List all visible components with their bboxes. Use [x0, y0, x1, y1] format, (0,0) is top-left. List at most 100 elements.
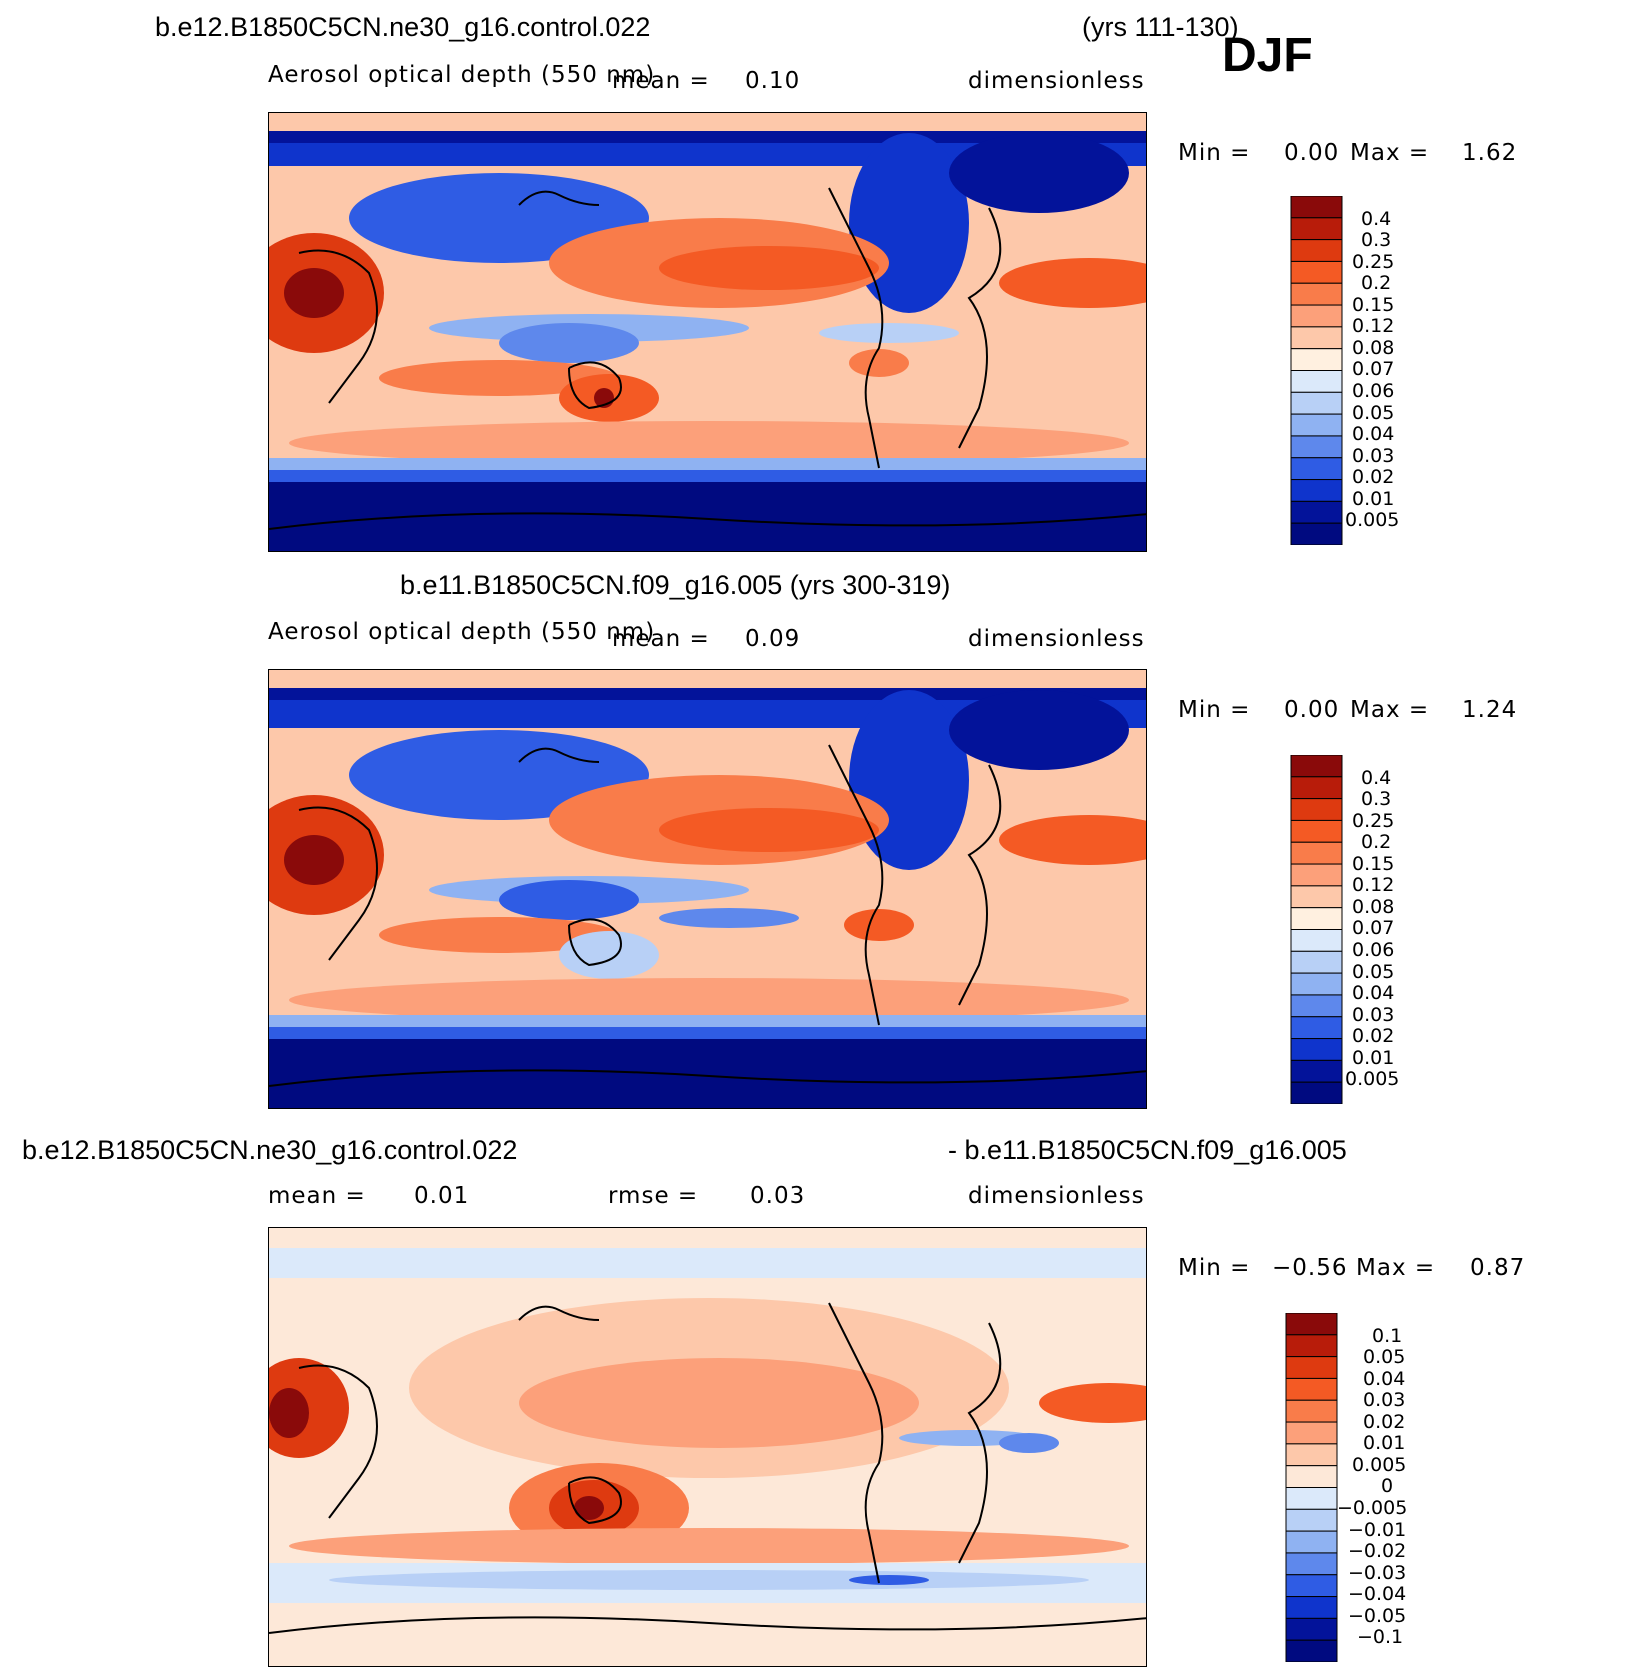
panel3-tick: 0.1: [1372, 1325, 1403, 1347]
colorbar-segment: [1290, 326, 1343, 350]
colorbar-segment: [1290, 1038, 1343, 1061]
colorbar-segment: [1290, 435, 1343, 459]
panel2-tick: 0.03: [1352, 1004, 1395, 1026]
panel3-rmse-value: 0.03: [750, 1183, 806, 1209]
panel1-min-label: Min =: [1178, 140, 1251, 166]
panel2-tick: 0.15: [1352, 853, 1395, 875]
colorbar-segment: [1285, 1596, 1338, 1619]
colorbar-segment: [1290, 1059, 1343, 1083]
panel2-max-label: Max =: [1350, 697, 1430, 723]
colorbar-segment: [1290, 479, 1343, 502]
panel3-tick: −0.01: [1348, 1519, 1407, 1541]
panel1-tick: 0.005: [1345, 509, 1400, 531]
panel1-max-value: 1.62: [1462, 140, 1518, 166]
panel2-tick: 0.3: [1361, 788, 1392, 810]
panel2-colorbar: [1290, 754, 1343, 1109]
panel3-title-right: - b.e11.B1850C5CN.f09_g16.005: [948, 1135, 1347, 1165]
panel1-tick: 0.2: [1361, 272, 1392, 294]
panel3-tick: −0.005: [1337, 1497, 1408, 1519]
panel3-tick: 0: [1381, 1475, 1394, 1497]
colorbar-segment: [1290, 348, 1343, 371]
colorbar-segment: [1290, 819, 1343, 843]
colorbar-segment: [1290, 929, 1343, 952]
panel3-colorbar-svg: [1285, 1312, 1338, 1663]
colorbar-segment: [1285, 1377, 1338, 1401]
panel2-tick: 0.02: [1352, 1025, 1395, 1047]
panel2-min-label: Min =: [1178, 697, 1251, 723]
panel1-tick: 0.06: [1352, 380, 1395, 402]
colorbar-segment: [1290, 195, 1343, 219]
colorbar-segment: [1285, 1421, 1338, 1445]
panel2-tick: 0.005: [1345, 1068, 1400, 1090]
colorbar-segment: [1285, 1574, 1338, 1598]
panel2-tick: 0.12: [1352, 874, 1395, 896]
colorbar-segment: [1290, 413, 1343, 437]
colorbar-segment: [1290, 1016, 1343, 1040]
panel1-title-left: b.e12.B1850C5CN.ne30_g16.control.022: [155, 12, 651, 42]
panel2-tick: 0.2: [1361, 831, 1392, 853]
panel1-tick: 0.01: [1352, 488, 1395, 510]
colorbar-segment: [1290, 217, 1343, 241]
panel1-max-label: Max =: [1350, 140, 1430, 166]
panel3-tick: −0.03: [1348, 1562, 1407, 1584]
colorbar-segment: [1290, 863, 1343, 887]
colorbar-segment: [1285, 1356, 1338, 1379]
panel1-tick: 0.08: [1352, 337, 1395, 359]
panel3-tick: −0.02: [1348, 1540, 1407, 1562]
colorbar-segment: [1290, 754, 1343, 778]
colorbar-segment: [1290, 391, 1343, 415]
colorbar-segment: [1290, 885, 1343, 909]
panel2-title: b.e11.B1850C5CN.f09_g16.005 (yrs 300-319…: [400, 570, 951, 600]
colorbar-segment: [1290, 500, 1343, 524]
colorbar-segment: [1285, 1399, 1338, 1423]
panel3-map: [268, 1227, 1147, 1667]
panel2-tick: 0.06: [1352, 939, 1395, 961]
panel1-tick: 0.03: [1352, 445, 1395, 467]
panel2-tick: 0.01: [1352, 1047, 1395, 1069]
panel1-tick: 0.4: [1361, 208, 1392, 230]
panel3-mean-value: 0.01: [414, 1183, 470, 1209]
colorbar-segment: [1285, 1639, 1338, 1663]
panel3-min-label: Min =: [1178, 1255, 1251, 1281]
colorbar-segment: [1290, 841, 1343, 865]
panel2-max-value: 1.24: [1462, 697, 1518, 723]
panel3-tick: 0.04: [1363, 1368, 1406, 1390]
panel3-rmse-label: rmse =: [608, 1183, 699, 1209]
panel1-mean-value: 0.10: [745, 68, 801, 94]
colorbar-segment: [1285, 1312, 1338, 1336]
panel1-tick: 0.04: [1352, 423, 1395, 445]
panel3-min-value: −0.56: [1272, 1255, 1348, 1281]
colorbar-segment: [1290, 457, 1343, 481]
colorbar-segment: [1290, 1081, 1343, 1105]
panel3-max-value: 0.87: [1470, 1255, 1526, 1281]
panel1-tick: 0.12: [1352, 315, 1395, 337]
colorbar-segment: [1285, 1530, 1338, 1554]
panel2-variable: Aerosol optical depth (550 nm): [268, 619, 656, 645]
panel2-map: [268, 669, 1147, 1109]
colorbar-segment: [1290, 994, 1343, 1018]
panel1-tick: 0.07: [1352, 358, 1395, 380]
panel3-units: dimensionless: [968, 1183, 1145, 1209]
panel1-colorbar: [1290, 195, 1343, 550]
colorbar-segment: [1285, 1487, 1338, 1510]
panel3-tick: 0.05: [1363, 1346, 1406, 1368]
panel1-tick: 0.25: [1352, 251, 1395, 273]
panel3-max-label: Max =: [1356, 1255, 1436, 1281]
panel2-tick: 0.04: [1352, 982, 1395, 1004]
panel3-tick: 0.005: [1352, 1454, 1407, 1476]
panel2-map-svg: [269, 670, 1146, 1108]
panel3-map-svg: [269, 1228, 1146, 1666]
colorbar-segment: [1285, 1617, 1338, 1641]
colorbar-segment: [1290, 950, 1343, 974]
panel1-variable: Aerosol optical depth (550 nm): [268, 62, 656, 88]
colorbar-segment: [1290, 260, 1343, 284]
panel3-tick: 0.02: [1363, 1411, 1406, 1433]
panel2-min-value: 0.00: [1284, 697, 1340, 723]
colorbar-segment: [1290, 907, 1343, 930]
panel2-colorbar-svg: [1290, 754, 1343, 1105]
panel1-tick: 0.3: [1361, 229, 1392, 251]
panel3-tick: 0.03: [1363, 1389, 1406, 1411]
colorbar-segment: [1290, 370, 1343, 393]
panel3-title-left: b.e12.B1850C5CN.ne30_g16.control.022: [22, 1135, 518, 1165]
panel1-tick: 0.02: [1352, 466, 1395, 488]
